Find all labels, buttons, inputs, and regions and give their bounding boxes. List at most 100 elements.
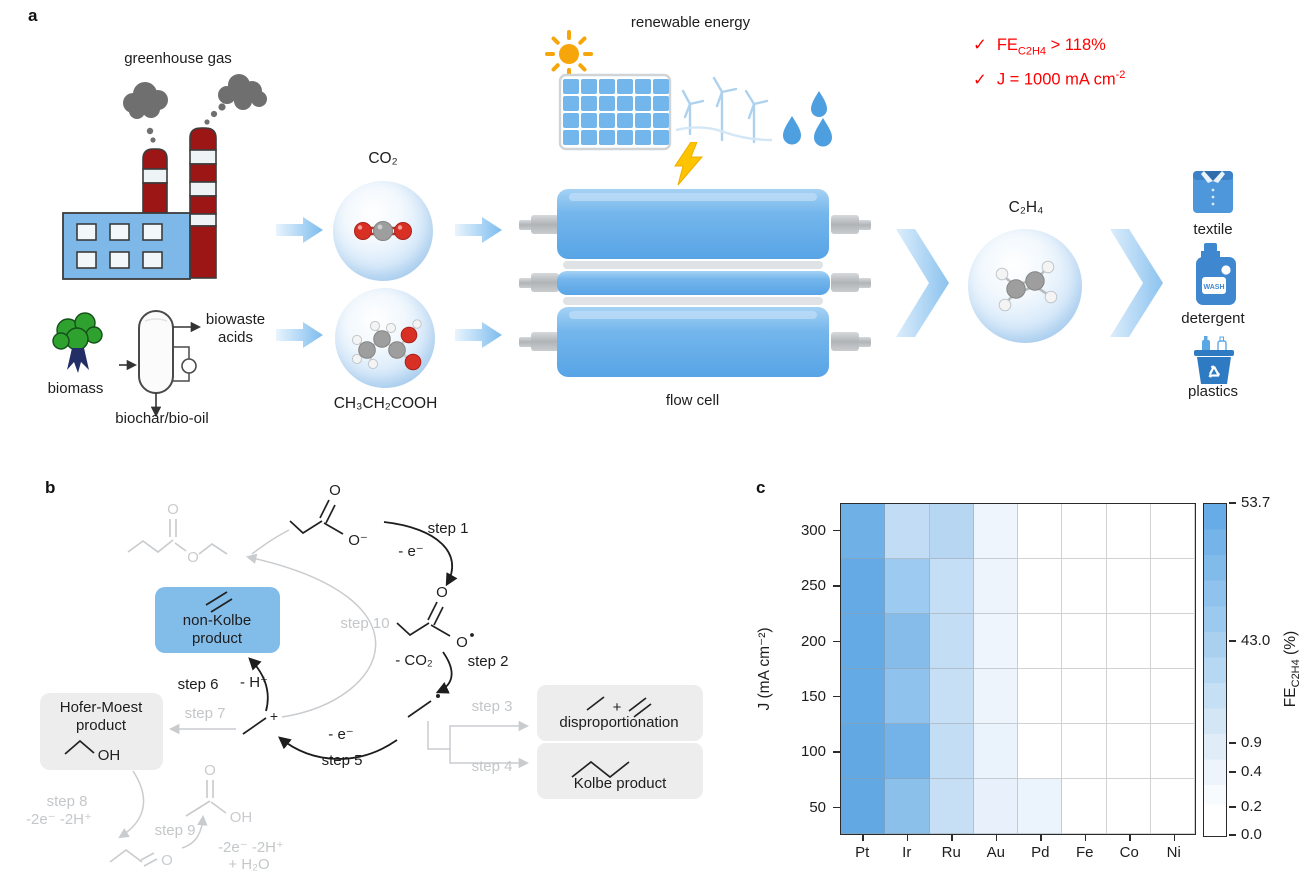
co2-label: CO₂ (368, 150, 398, 167)
y-tick-label: 250 (756, 558, 840, 613)
y-tick-label: 300 (756, 503, 840, 558)
step-1-label: step 1 (427, 520, 469, 537)
c2h4-label: C₂H₄ (1008, 199, 1044, 216)
heatmap-cell (885, 504, 930, 559)
biowaste-acids-label: biowaste acids (205, 311, 266, 346)
colorbar-tick-label: 43.0 (1229, 632, 1270, 650)
heatmap-cell (885, 559, 930, 614)
inactive-step-arrows (118, 529, 377, 849)
heatmap-cell (1062, 779, 1107, 834)
heatmap-cell (885, 669, 930, 724)
atom-oh: OH (230, 809, 253, 826)
ethanol-structure (64, 739, 95, 755)
flow-cell-icon (519, 189, 871, 377)
plastics-recycle-bin-icon (1194, 336, 1234, 384)
disproportionation-structures (586, 696, 652, 718)
colorbar-tick-label: 0.4 (1229, 763, 1262, 781)
ethyl-cation-structure (242, 717, 267, 735)
ethylene-molecule-icon (995, 260, 1058, 312)
kolbe-box (537, 743, 703, 799)
flow-cell-pipes (519, 215, 871, 351)
flow-arrow-icon (455, 322, 502, 348)
propionic-acid-label: CH₃CH₂COOH (333, 395, 438, 412)
biomass-tree-icon (52, 312, 103, 373)
solar-panel-icon (558, 73, 672, 151)
smoke-cloud-icon (123, 74, 267, 143)
x-tick-label: Pt (840, 835, 885, 865)
heatmap-cell (1062, 504, 1107, 559)
y-tick-label: 150 (756, 669, 840, 724)
heatmap-cell (841, 614, 886, 669)
heatmap-cell (1150, 669, 1195, 724)
heatmap-cell (1018, 669, 1063, 724)
flow-arrow-icon (276, 322, 323, 348)
heatmap-cell (973, 669, 1018, 724)
fe-claim-text: FEC2H4 > 118% (996, 36, 1106, 58)
heatmap-cell (929, 724, 974, 779)
heatmap-cell (973, 779, 1018, 834)
heatmap-cell (1062, 724, 1107, 779)
x-tick-label: Au (974, 835, 1019, 865)
step-6-label: step 6 (177, 676, 219, 693)
kolbe-box-label: Kolbe product (573, 775, 667, 792)
x-tick-label: Ru (929, 835, 974, 865)
active-step-arrows (248, 521, 458, 760)
atom-o: O (161, 852, 173, 869)
minus-electron-label: - e⁻ (398, 543, 424, 560)
x-axis-ticks: Pt Ir Ru Au Pd Fe Co Ni (840, 835, 1196, 865)
minus-electron-label: - e⁻ (328, 726, 354, 743)
heatmap (840, 503, 1196, 835)
heatmap-cell (973, 724, 1018, 779)
biomass-label: biomass (47, 380, 104, 397)
acetaldehyde-structure (109, 848, 158, 867)
heatmap-cell (1150, 559, 1195, 614)
propionate-anion-structure (289, 499, 344, 535)
heatmap-cell (1106, 504, 1151, 559)
recycle-symbol-icon (1208, 365, 1221, 378)
atom-o-minus: O⁻ (348, 532, 368, 549)
heatmap-cell (1150, 779, 1195, 834)
water-drops-icon (783, 91, 832, 147)
heatmap-cell (1106, 669, 1151, 724)
renewable-energy-label: renewable energy (630, 14, 751, 31)
heatmap-cell (1018, 504, 1063, 559)
ethylene-sphere (968, 229, 1082, 343)
heatmap-cell (973, 559, 1018, 614)
hofer-moest-box-label: Hofer-Moest product (59, 699, 143, 734)
acyloxy-radical-structure (396, 601, 451, 637)
atom-o: O (167, 501, 179, 518)
wind-turbines-icon (675, 76, 773, 144)
colorbar (1203, 503, 1227, 837)
sun-icon (545, 30, 593, 78)
co2-molecule-icon (354, 221, 412, 241)
hofer-moest-box (40, 693, 163, 770)
current-claim-line: ✓ J = 1000 mA cm-2 (973, 69, 1125, 90)
chevron-arrow-icon (896, 229, 949, 337)
detergent-bottle-text: WASH (1204, 284, 1225, 291)
factory-icon (62, 74, 267, 280)
heatmap-cell (1062, 559, 1107, 614)
atom-oh: OH (98, 747, 121, 764)
non-kolbe-box-label: non-Kolbe product (182, 612, 252, 647)
heatmap-cell (885, 779, 930, 834)
greenhouse-gas-label: greenhouse gas (124, 50, 232, 67)
panel-a-label: a (28, 6, 38, 25)
heatmap-cell (1062, 669, 1107, 724)
heatmap-cell (1150, 504, 1195, 559)
fe-claim-line: ✓ FEC2H4 > 118% (973, 35, 1106, 57)
y-tick-label: 200 (756, 614, 840, 669)
heatmap-cell (841, 669, 886, 724)
colorbar-tick-label: 0.0 (1229, 826, 1262, 844)
heatmap-cell (1062, 614, 1107, 669)
step-5-label: step 5 (321, 752, 363, 769)
heatmap-cell (841, 504, 886, 559)
heatmap-cell (885, 724, 930, 779)
co2-molecule-sphere (333, 181, 433, 281)
step-10-label: step 10 (340, 615, 390, 632)
heatmap-cell (973, 504, 1018, 559)
heatmap-cell (1018, 779, 1063, 834)
heatmap-cell (1106, 614, 1151, 669)
heatmap-cell (1106, 724, 1151, 779)
atom-o: O (436, 584, 448, 601)
acetic-acid-structure (185, 780, 227, 817)
